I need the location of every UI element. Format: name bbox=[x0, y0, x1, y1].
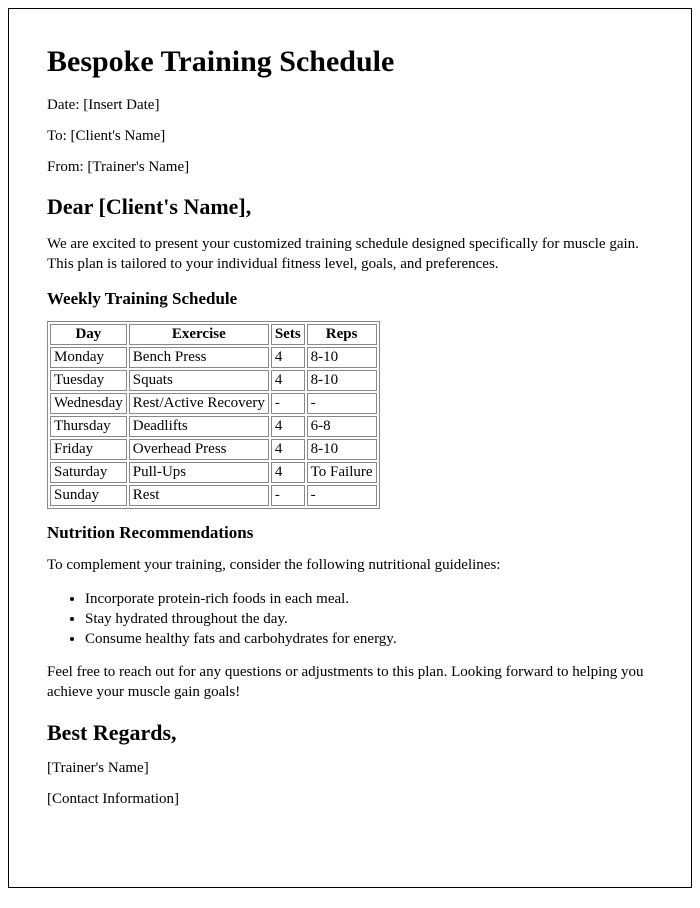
table-row: TuesdaySquats48-10 bbox=[50, 370, 377, 391]
meta-date: Date: [Insert Date] bbox=[47, 97, 653, 114]
table-row: WednesdayRest/Active Recovery-- bbox=[50, 393, 377, 414]
document-page: Bespoke Training Schedule Date: [Insert … bbox=[8, 8, 692, 888]
list-item: Incorporate protein-rich foods in each m… bbox=[85, 589, 653, 609]
nutrition-heading: Nutrition Recommendations bbox=[47, 523, 653, 543]
table-cell: - bbox=[307, 485, 377, 506]
table-cell: 4 bbox=[271, 370, 305, 391]
table-cell: 4 bbox=[271, 416, 305, 437]
table-cell: Thursday bbox=[50, 416, 127, 437]
table-cell: Deadlifts bbox=[129, 416, 269, 437]
table-row: SaturdayPull-Ups4To Failure bbox=[50, 462, 377, 483]
list-item: Stay hydrated throughout the day. bbox=[85, 609, 653, 629]
intro-paragraph: We are excited to present your customize… bbox=[47, 234, 653, 275]
col-reps: Reps bbox=[307, 324, 377, 345]
table-cell: To Failure bbox=[307, 462, 377, 483]
table-cell: Rest/Active Recovery bbox=[129, 393, 269, 414]
table-cell: 8-10 bbox=[307, 347, 377, 368]
table-row: ThursdayDeadlifts46-8 bbox=[50, 416, 377, 437]
table-cell: - bbox=[271, 393, 305, 414]
table-row: FridayOverhead Press48-10 bbox=[50, 439, 377, 460]
table-cell: 6-8 bbox=[307, 416, 377, 437]
table-cell: Bench Press bbox=[129, 347, 269, 368]
outro-paragraph: Feel free to reach out for any questions… bbox=[47, 662, 653, 703]
table-row: MondayBench Press48-10 bbox=[50, 347, 377, 368]
table-cell: Friday bbox=[50, 439, 127, 460]
closing-name: [Trainer's Name] bbox=[47, 760, 653, 777]
table-cell: Monday bbox=[50, 347, 127, 368]
table-cell: Pull-Ups bbox=[129, 462, 269, 483]
closing: Best Regards, bbox=[47, 720, 653, 746]
table-cell: Overhead Press bbox=[129, 439, 269, 460]
table-cell: - bbox=[271, 485, 305, 506]
table-cell: Wednesday bbox=[50, 393, 127, 414]
table-cell: 4 bbox=[271, 439, 305, 460]
table-cell: Rest bbox=[129, 485, 269, 506]
schedule-table: Day Exercise Sets Reps MondayBench Press… bbox=[47, 321, 380, 509]
table-header-row: Day Exercise Sets Reps bbox=[50, 324, 377, 345]
table-cell: - bbox=[307, 393, 377, 414]
table-cell: 4 bbox=[271, 462, 305, 483]
table-cell: Squats bbox=[129, 370, 269, 391]
schedule-heading: Weekly Training Schedule bbox=[47, 289, 653, 309]
closing-contact: [Contact Information] bbox=[47, 791, 653, 808]
col-sets: Sets bbox=[271, 324, 305, 345]
nutrition-intro: To complement your training, consider th… bbox=[47, 555, 653, 575]
document-title: Bespoke Training Schedule bbox=[47, 45, 653, 79]
table-cell: Saturday bbox=[50, 462, 127, 483]
table-cell: 8-10 bbox=[307, 370, 377, 391]
table-cell: Tuesday bbox=[50, 370, 127, 391]
salutation: Dear [Client's Name], bbox=[47, 194, 653, 220]
table-row: SundayRest-- bbox=[50, 485, 377, 506]
meta-to: To: [Client's Name] bbox=[47, 128, 653, 145]
table-cell: 8-10 bbox=[307, 439, 377, 460]
table-cell: 4 bbox=[271, 347, 305, 368]
meta-from: From: [Trainer's Name] bbox=[47, 159, 653, 176]
nutrition-list: Incorporate protein-rich foods in each m… bbox=[47, 589, 653, 650]
list-item: Consume healthy fats and carbohydrates f… bbox=[85, 629, 653, 649]
col-exercise: Exercise bbox=[129, 324, 269, 345]
table-cell: Sunday bbox=[50, 485, 127, 506]
col-day: Day bbox=[50, 324, 127, 345]
